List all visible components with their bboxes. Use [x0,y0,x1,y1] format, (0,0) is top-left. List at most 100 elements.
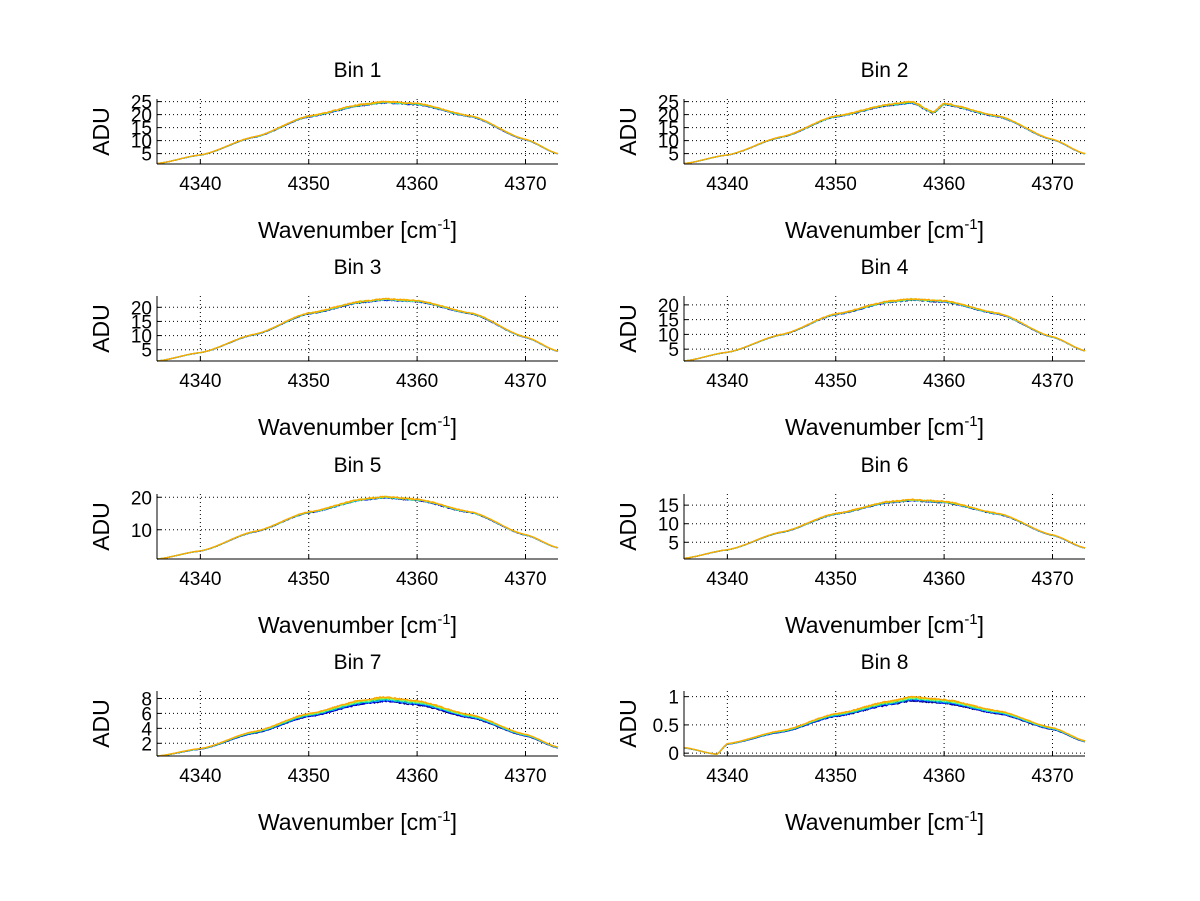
subplot-title: Bin 6 [861,454,909,477]
series-line-2 [683,101,1086,165]
y-tick-label: 20 [131,298,152,319]
series-line-3 [156,101,559,165]
x-tick-label: 4340 [706,371,748,392]
series-line-5 [683,298,1086,362]
x-axis-label: Wavenumber [cm-1] [785,413,984,440]
subplot-title: Bin 5 [334,454,382,477]
y-tick-label: 20 [131,106,152,127]
y-tick-label: 15 [131,119,152,140]
series-line-5 [156,298,559,362]
y-axis-label: ADU [88,699,114,748]
x-tick-label: 4350 [288,766,330,787]
y-tick-label: 15 [658,311,679,332]
y-tick-label: 0.5 [653,716,679,737]
x-tick-label: 4370 [504,174,546,195]
subplot-title: Bin 3 [334,256,382,279]
y-tick-label: 6 [141,704,152,725]
x-tick-label: 4360 [396,174,438,195]
series-line-6 [683,101,1086,165]
x-tick-label: 4340 [179,569,221,590]
series-line-2 [683,699,1086,755]
y-axis-label: ADU [615,107,641,156]
x-tick-label: 4350 [288,174,330,195]
y-axis-label: ADU [88,107,114,156]
series-line-4 [684,499,1086,559]
x-tick-label: 4350 [815,766,857,787]
y-axis-label: ADU [88,304,114,353]
series-line-1 [683,499,1086,559]
y-tick-label: 15 [658,119,679,140]
y-tick-label: 2 [141,734,152,755]
series-line-5 [683,100,1086,165]
x-axis-label: Wavenumber [cm-1] [258,413,457,440]
series-line-1 [684,699,1085,755]
y-tick-label: 25 [131,93,152,114]
series-line-4 [157,101,559,164]
series-line-1 [156,298,559,362]
y-tick-label: 15 [131,312,152,333]
x-tick-label: 4350 [288,569,330,590]
series-line-4 [684,298,1086,362]
y-tick-label: 20 [658,106,679,127]
x-tick-label: 4360 [923,174,965,195]
series-line-3 [684,698,1086,755]
y-tick-label: 5 [141,341,152,362]
x-tick-label: 4340 [706,569,748,590]
series-line-1 [683,101,1086,165]
y-tick-label: 20 [658,296,679,317]
x-tick-label: 4360 [396,371,438,392]
series-line-3 [683,499,1086,559]
series-line-5 [157,495,559,560]
x-tick-label: 4370 [1031,569,1073,590]
series-line-2 [683,298,1086,362]
y-tick-label: 5 [668,533,679,554]
series-line-5 [683,696,1085,755]
series-line-7 [157,297,559,362]
series-line-2 [683,499,1086,559]
series-line-6 [684,498,1086,559]
x-tick-label: 4370 [504,569,546,590]
series-line-7 [683,498,1086,559]
x-axis-label: Wavenumber [cm-1] [258,808,457,835]
series-line-1 [683,298,1086,362]
x-axis-label: Wavenumber [cm-1] [785,808,984,835]
series-line-7 [684,695,1086,755]
x-tick-label: 4370 [1031,174,1073,195]
series-line-7 [156,100,558,165]
x-tick-label: 4340 [706,766,748,787]
series-line-5 [683,498,1086,559]
series-line-4 [683,698,1086,755]
x-tick-label: 4360 [923,569,965,590]
y-tick-label: 15 [658,496,679,517]
series-line-1 [157,101,559,165]
series-line-3 [156,298,559,362]
x-tick-label: 4370 [504,766,546,787]
y-tick-label: 4 [141,719,152,740]
series-line-4 [683,101,1086,165]
subplot-5: 4340 4350 4360 4370 10 20 Bin 5 Wavenumber [cm-… [88,454,559,638]
y-tick-label: 5 [141,145,152,166]
x-tick-label: 4370 [1031,371,1073,392]
x-tick-label: 4360 [396,569,438,590]
x-tick-label: 4340 [179,174,221,195]
y-tick-label: 8 [141,689,152,710]
y-axis-label: ADU [615,304,641,353]
series-line-7 [157,696,559,757]
y-tick-label: 5 [668,340,679,361]
y-axis-label: ADU [88,502,114,551]
subplot-8: 4340 4350 4360 4370 0 0.5 1 Bin 8 Wavenumber [cm… [615,651,1086,835]
y-tick-label: 10 [131,521,152,542]
y-tick-label: 10 [658,132,679,153]
series-line-2 [156,101,559,165]
x-axis-label: Wavenumber [cm-1] [785,611,984,638]
x-tick-label: 4340 [706,174,748,195]
x-tick-label: 4350 [288,371,330,392]
subplot-title: Bin 8 [861,651,909,674]
x-axis-label: Wavenumber [cm-1] [785,216,984,243]
series-line-3 [157,496,559,560]
